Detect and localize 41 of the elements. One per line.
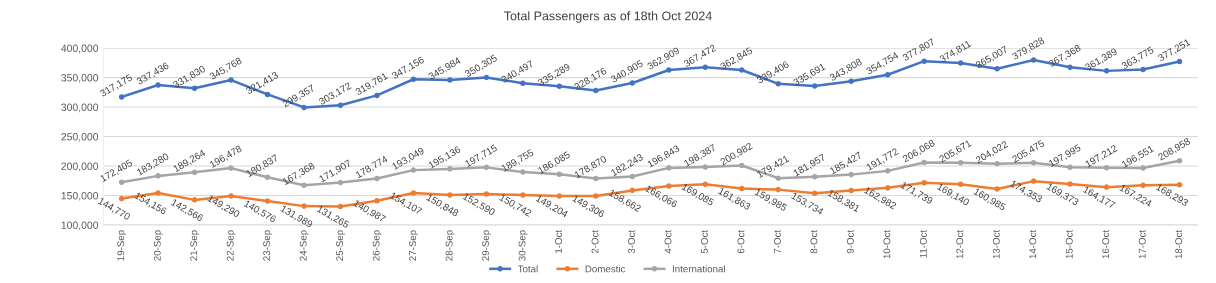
x-tick-label: 13-Oct [992,229,1000,259]
y-tick-label: 100,000 [61,221,99,231]
x-tick-label: 25-Sep [336,230,346,261]
x-tick-label: 9-Oct [846,229,854,254]
legend-label: Total [517,265,538,273]
x-tick-label: 27-Sep [409,230,418,261]
x-tick-label: 3-Oct [628,229,635,254]
y-tick-label: 250,000 [61,133,99,142]
x-tick-label: 22-Sep [226,230,236,261]
chart-title: Total Passengers as of 18th Oct 2024 [504,11,712,23]
x-tick-label: 28-Sep [445,230,455,261]
x-tick-label: 5-Oct [701,229,708,254]
x-tick-label: 24-Sep [299,230,309,261]
x-tick-label: 11-Oct [919,229,927,258]
legend-label: Domestic [585,265,626,273]
x-tick-label: 4-Oct [664,229,672,254]
x-tick-label: 30-Sep [518,230,528,261]
x-tick-label: 12-Oct [956,229,964,259]
x-tick-label: 18-Oct [1175,229,1183,259]
x-tick-label: 26-Sep [372,230,382,261]
x-tick-label: 14-Oct [1029,229,1037,259]
x-tick-label: 17-Oct [1138,229,1146,259]
y-tick-label: 400,000 [61,44,99,54]
y-tick-label: 200,000 [61,162,99,172]
x-tick-label: 15-Oct [1065,229,1073,259]
y-tick-label: 300,000 [61,103,99,113]
y-tick-label: 350,000 [61,74,99,83]
x-tick-label: 1-Oct [555,229,562,253]
legend-label: International [672,265,725,273]
x-tick-label: 16-Oct [1102,229,1110,259]
x-tick-label: 8-Oct [810,229,818,254]
x-tick-label: 6-Oct [737,229,745,254]
x-tick-label: 29-Sep [482,230,491,261]
y-tick-label: 150,000 [61,192,99,201]
x-tick-label: 2-Oct [591,229,599,254]
x-tick-label: 23-Sep [263,230,273,261]
x-tick-label: 21-Sep [190,230,200,261]
x-tick-label: 10-Oct [883,229,891,259]
x-tick-label: 7-Oct [773,229,781,254]
x-tick-label: 19-Sep [117,230,127,261]
x-tick-label: 20-Sep [153,230,163,261]
